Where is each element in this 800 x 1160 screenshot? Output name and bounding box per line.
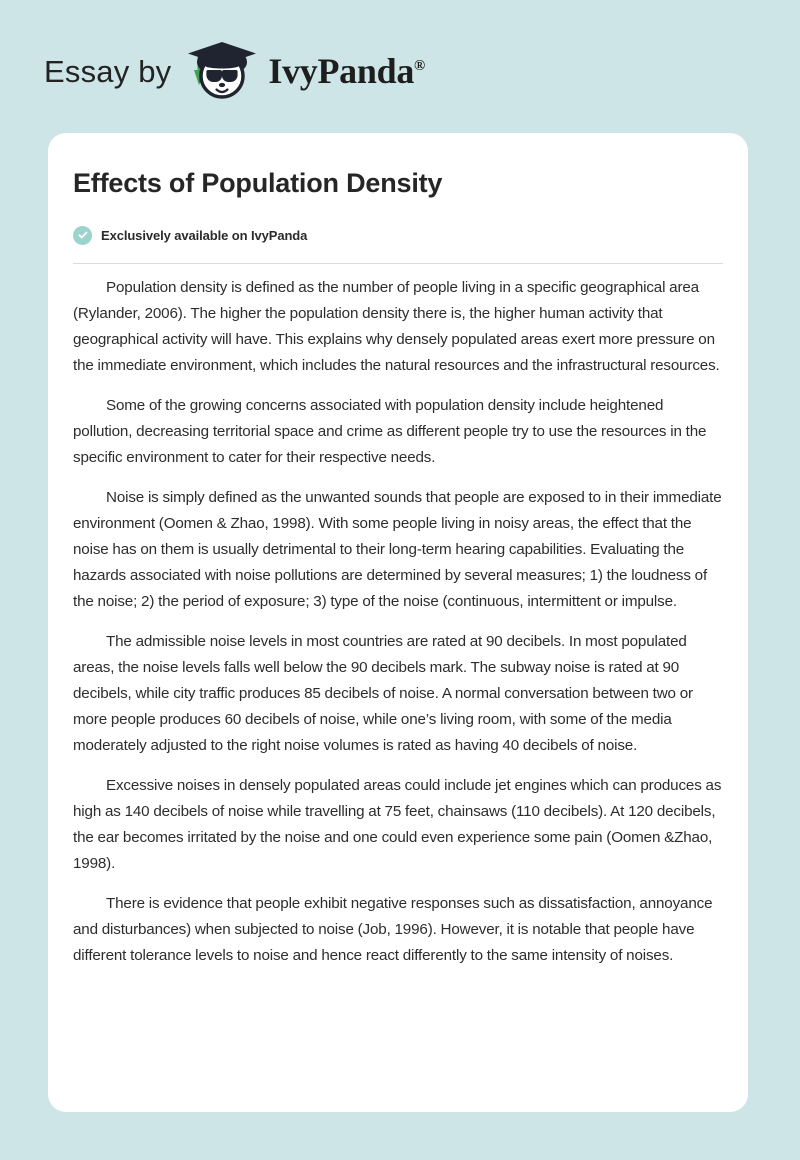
page-title: Effects of Population Density [73,168,443,198]
essay-by-label: Essay by [44,53,172,89]
paragraph: Population density is defined as the num… [73,278,720,374]
essay-card: Effects of Population Density Exclusivel… [48,133,748,1112]
header-divider [73,262,723,264]
ivypanda-logo[interactable]: IvyPanda® [185,40,425,102]
paragraph: Noise is simply defined as the unwanted … [73,488,722,610]
exclusive-badge-label: Exclusively available on IvyPanda [101,227,308,243]
brand-header: Essay by [44,38,425,104]
essay-body: Population density is defined as the num… [73,275,723,969]
check-circle-icon [73,225,92,245]
paragraph: The admissible noise levels in most coun… [73,632,693,754]
paragraph: Excessive noises in densely populated ar… [73,776,722,872]
paragraph: There is evidence that people exhibit ne… [73,894,713,964]
registered-trademark-icon: ® [414,58,426,74]
exclusive-badge: Exclusively available on IvyPanda [73,225,723,245]
panda-graduate-icon [185,40,259,102]
ivypanda-wordmark: IvyPanda® [268,53,425,89]
paragraph: Some of the growing concerns associated … [73,396,707,466]
brand-name-text: IvyPanda [268,51,415,91]
